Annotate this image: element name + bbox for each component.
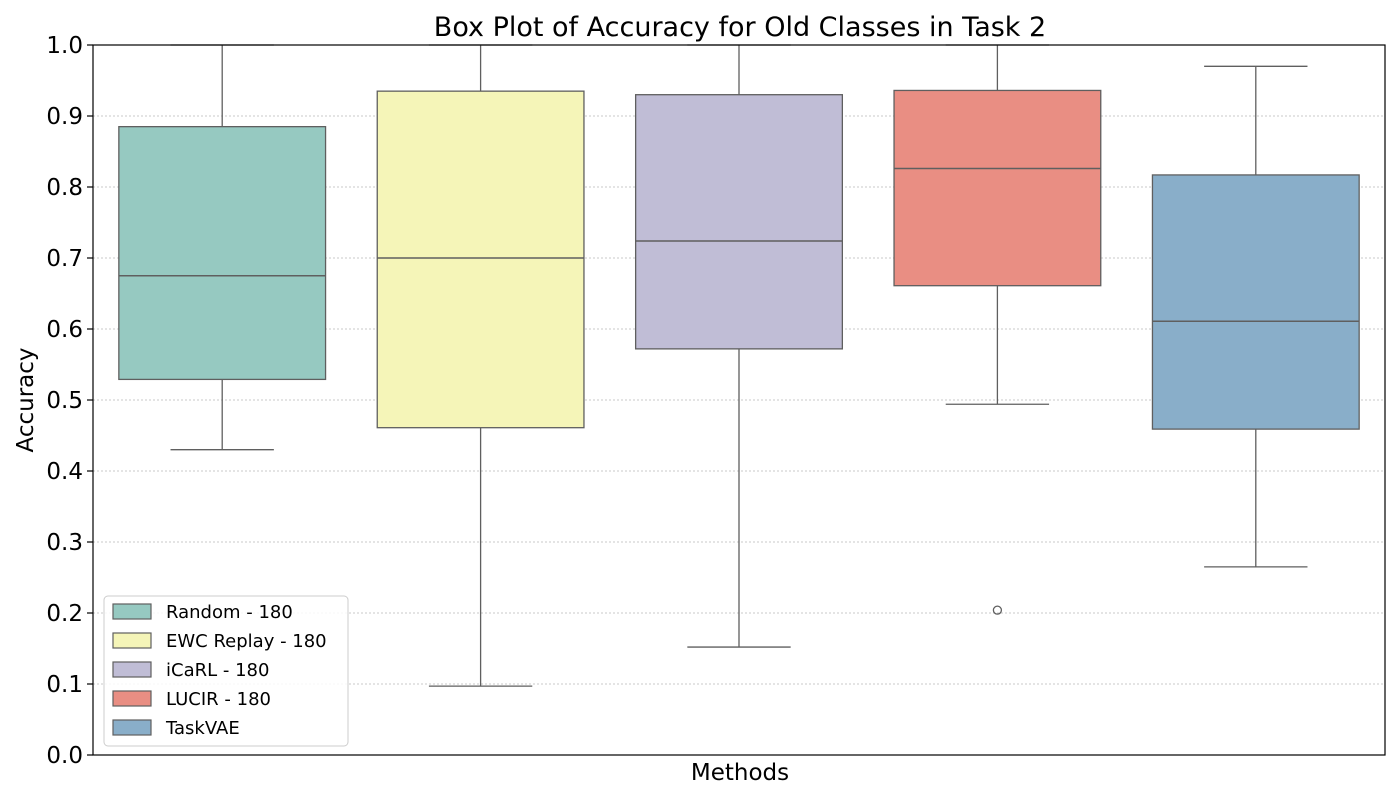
y-tick-label: 0.3 — [46, 530, 83, 556]
y-tick-label: 0.7 — [46, 246, 83, 272]
legend-label: TaskVAE — [165, 718, 240, 739]
box-body — [376, 90, 585, 429]
legend: Random - 180 EWC Replay - 180 iCaRL - 180 L… — [103, 595, 349, 747]
box-body — [1151, 174, 1360, 430]
y-axis-label: Accuracy — [13, 347, 39, 452]
box-group — [1151, 65, 1360, 568]
y-axis-ticks: 0.0 0.1 0.2 0.3 0.4 0.5 0.6 0.7 0.8 0.9 1.0 — [46, 33, 93, 769]
y-tick-label: 0.8 — [46, 175, 83, 201]
boxes — [118, 44, 1360, 687]
legend-label: LUCIR - 180 — [166, 689, 271, 710]
y-tick-label: 0.1 — [46, 672, 83, 698]
box-body — [893, 89, 1102, 287]
box-group — [118, 44, 327, 451]
legend-swatch — [112, 603, 152, 620]
y-tick-label: 0.5 — [46, 388, 83, 414]
legend-swatch — [112, 719, 152, 736]
x-axis-label: Methods — [691, 760, 789, 786]
y-tick-label: 0.9 — [46, 104, 83, 130]
legend-frame — [103, 595, 349, 747]
chart-title: Box Plot of Accuracy for Old Classes in … — [434, 12, 1046, 43]
outlier-point — [992, 605, 1003, 615]
box-body — [634, 94, 844, 350]
y-tick-label: 0.0 — [46, 743, 83, 769]
box-group — [376, 44, 585, 687]
box-body — [118, 126, 327, 381]
legend-label: iCaRL - 180 — [166, 660, 269, 681]
y-tick-label: 0.4 — [46, 459, 83, 485]
legend-label: EWC Replay - 180 — [166, 631, 327, 652]
legend-swatch — [112, 690, 152, 707]
y-tick-label: 0.2 — [46, 601, 83, 627]
legend-label: Random - 180 — [166, 602, 293, 623]
y-tick-label: 0.6 — [46, 317, 83, 343]
box-group — [893, 44, 1102, 615]
legend-swatch — [112, 632, 152, 649]
y-tick-label: 1.0 — [46, 33, 83, 59]
legend-swatch — [112, 661, 152, 678]
box-group — [634, 44, 844, 648]
